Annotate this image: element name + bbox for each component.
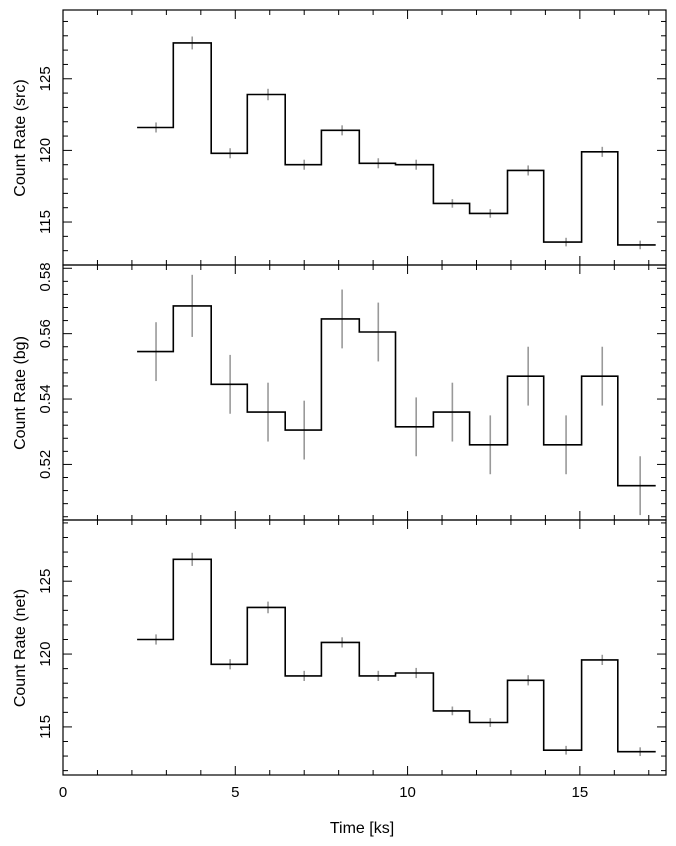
panel-bg: 0.52 0.54 0.56 0.58 Count Rate (bg) <box>12 262 667 521</box>
x-axis-title: Time [ks] <box>330 820 394 837</box>
x-tick-label: 15 <box>572 784 589 801</box>
x-tick-labels: 0 5 10 15 <box>59 784 588 801</box>
y-tick-label: 0.58 <box>37 262 54 291</box>
panel-src: 115 120 125 Count Rate (src) <box>12 9 667 266</box>
panel-frame <box>62 9 667 266</box>
y-axis-title-net: Count Rate (net) <box>12 589 29 707</box>
y-tick-label: 125 <box>37 66 54 91</box>
y-tick-label: 0.54 <box>37 384 54 413</box>
y-axis-title-src: Count Rate (src) <box>12 79 29 196</box>
y-tick-label: 0.56 <box>37 319 54 348</box>
step-line-net <box>137 558 656 753</box>
panel-frame <box>62 264 667 521</box>
step-line-bg <box>137 305 656 487</box>
y-axis-title-bg: Count Rate (bg) <box>12 336 29 450</box>
panel-net: 115 120 125 Count Rate (net) <box>12 519 667 776</box>
y-tick-label: 125 <box>37 569 54 594</box>
y-tick-label: 120 <box>37 642 54 667</box>
x-tick-label: 0 <box>59 784 67 801</box>
step-line-src <box>137 42 656 246</box>
x-tick-label: 10 <box>399 784 416 801</box>
y-tick-label: 115 <box>37 210 54 234</box>
y-tick-label: 0.52 <box>37 450 54 479</box>
panel-frame <box>62 519 667 776</box>
x-tick-label: 5 <box>231 784 239 801</box>
y-tick-label: 120 <box>37 138 54 163</box>
y-tick-label: 115 <box>37 715 54 739</box>
